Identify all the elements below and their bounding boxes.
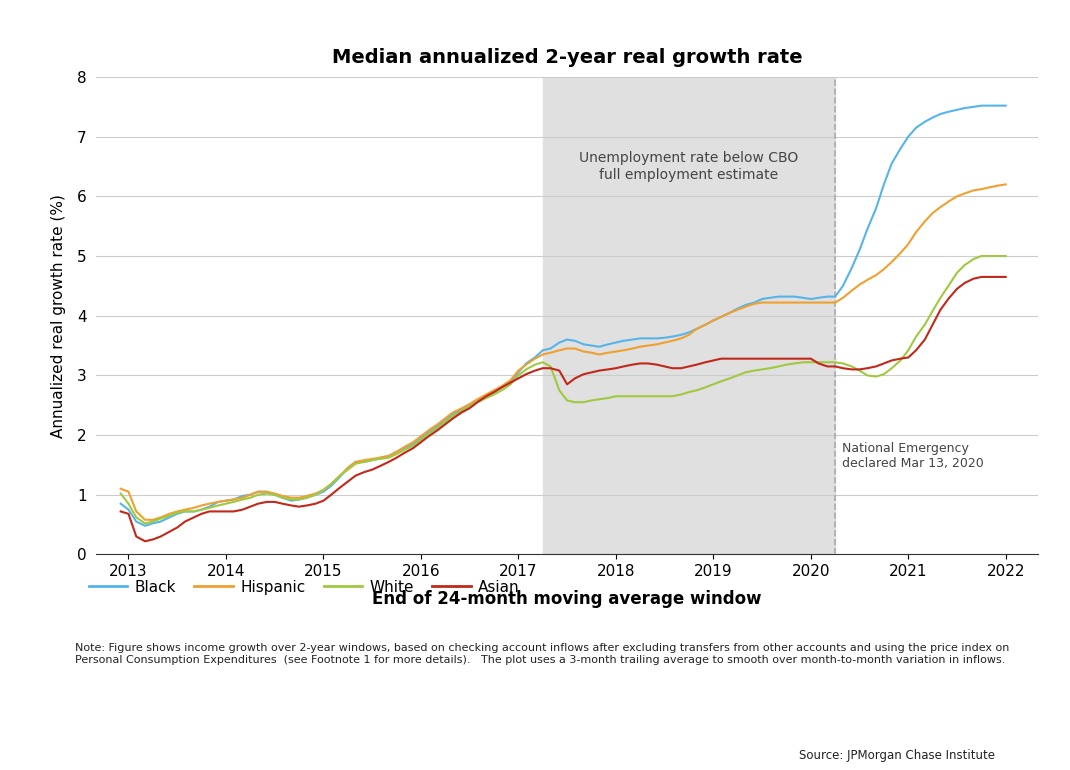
- Y-axis label: Annualized real growth rate (%): Annualized real growth rate (%): [50, 194, 65, 437]
- Title: Median annualized 2-year real growth rate: Median annualized 2-year real growth rat…: [332, 48, 802, 67]
- Text: Source: JPMorgan Chase Institute: Source: JPMorgan Chase Institute: [799, 749, 995, 762]
- Legend: Black, Hispanic, White, Asian: Black, Hispanic, White, Asian: [82, 574, 526, 601]
- Text: Note: Figure shows income growth over 2-year windows, based on checking account : Note: Figure shows income growth over 2-…: [75, 643, 1009, 665]
- Bar: [542, 77, 836, 554]
- X-axis label: End of 24-month moving average window: End of 24-month moving average window: [372, 591, 762, 608]
- Text: Unemployment rate below CBO
full employment estimate: Unemployment rate below CBO full employm…: [579, 152, 798, 182]
- Text: National Emergency
declared Mar 13, 2020: National Emergency declared Mar 13, 2020: [842, 442, 983, 470]
